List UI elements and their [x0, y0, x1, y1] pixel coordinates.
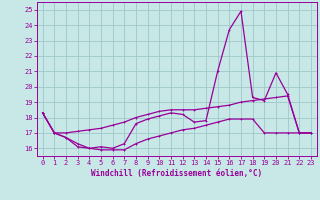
X-axis label: Windchill (Refroidissement éolien,°C): Windchill (Refroidissement éolien,°C) [91, 169, 262, 178]
